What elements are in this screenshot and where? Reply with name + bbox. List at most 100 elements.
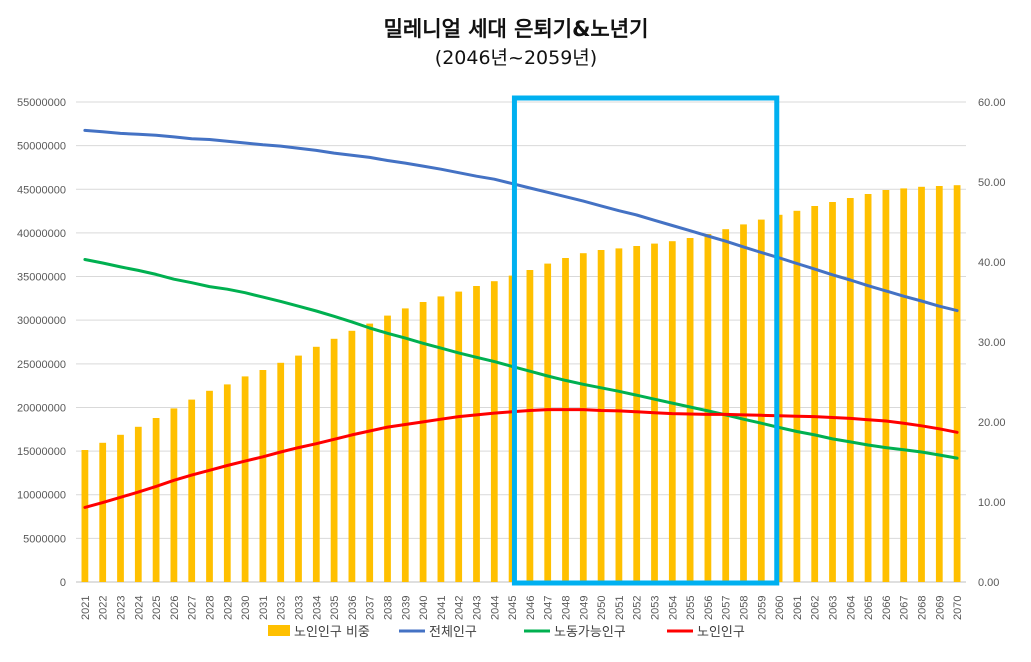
y-left-tick-label: 30000000	[17, 315, 66, 327]
y-right-tick-label: 30.00	[978, 337, 1006, 349]
legend-label: 노인인구 비중	[294, 625, 370, 640]
bar-series	[81, 185, 961, 583]
bar	[882, 190, 890, 582]
bar	[188, 399, 196, 582]
bar	[562, 258, 569, 582]
x-tick-label: 2065	[863, 596, 875, 620]
bar	[579, 253, 587, 582]
x-tick-label: 2049	[578, 596, 590, 620]
bar	[597, 250, 605, 582]
bar	[117, 434, 124, 582]
series-line	[83, 128, 959, 313]
bar	[633, 246, 641, 582]
x-tick-label: 2030	[240, 596, 252, 620]
x-tick-label: 2064	[845, 596, 857, 620]
x-tick-label: 2067	[899, 596, 911, 620]
bar	[686, 238, 694, 582]
bar	[348, 330, 356, 582]
x-tick-label: 2057	[721, 596, 733, 620]
bar	[241, 376, 249, 582]
bar	[152, 418, 160, 582]
x-tick-label: 2032	[276, 596, 288, 620]
bar	[740, 224, 747, 582]
x-tick-label: 2050	[596, 596, 608, 620]
bar	[81, 450, 89, 582]
x-tick-label: 2024	[133, 596, 145, 620]
legend: 노인인구 비중 전체인구 노동가능인구 노인인구	[268, 625, 745, 640]
chart-title: 밀레니얼 세대 은퇴기&노년기	[384, 17, 649, 41]
x-tick-label: 2025	[151, 596, 163, 620]
y-left-tick-label: 25000000	[17, 359, 66, 371]
x-tick-label: 2037	[365, 596, 377, 620]
x-tick-label: 2069	[934, 596, 946, 620]
y-left-tick-label: 5000000	[23, 533, 66, 545]
bar	[935, 186, 943, 582]
bar	[366, 323, 374, 582]
bar	[722, 229, 730, 582]
x-tick-label: 2051	[614, 596, 626, 620]
bar	[295, 355, 302, 582]
bar	[384, 315, 391, 582]
x-tick-label: 2022	[98, 596, 110, 620]
x-tick-label: 2046	[525, 596, 537, 620]
bar	[473, 286, 480, 582]
x-tick-label: 2068	[917, 596, 929, 620]
x-tick-label: 2044	[489, 596, 501, 620]
series-line	[83, 258, 959, 460]
x-tick-label: 2066	[881, 596, 893, 620]
x-tick-label: 2053	[650, 596, 662, 620]
x-tick-label: 2048	[561, 596, 573, 620]
x-tick-label: 2028	[205, 596, 217, 620]
bar	[206, 390, 213, 582]
bar	[223, 384, 231, 582]
legend-label: 전체인구	[429, 625, 477, 640]
bar	[277, 362, 285, 582]
y-left-tick-label: 40000000	[17, 228, 66, 240]
y-right-tick-label: 10.00	[978, 497, 1006, 509]
x-tick-label: 2056	[703, 596, 715, 620]
bar	[953, 185, 961, 582]
bar	[615, 248, 623, 582]
y-right-tick-label: 0.00	[978, 577, 999, 589]
x-tick-label: 2052	[632, 596, 644, 620]
x-tick-label: 2045	[507, 596, 519, 620]
series-line	[83, 408, 959, 509]
bar	[259, 370, 267, 582]
legend-label: 노동가능인구	[554, 625, 626, 640]
bar	[99, 442, 107, 582]
highlight-box	[511, 95, 780, 586]
x-tick-label: 2021	[80, 596, 92, 620]
x-tick-label: 2063	[828, 596, 840, 620]
y-left-tick-label: 15000000	[17, 446, 66, 458]
x-tick-label: 2043	[472, 596, 484, 620]
chart-subtitle: (2046년~2059년)	[435, 47, 597, 69]
x-tick-label: 2060	[774, 596, 786, 620]
x-tick-label: 2041	[436, 596, 448, 620]
bar	[419, 302, 427, 582]
bar	[668, 241, 676, 582]
y-left-tick-label: 45000000	[17, 184, 66, 196]
x-tick-label: 2029	[222, 596, 234, 620]
y-left-tick-label: 0	[60, 577, 66, 589]
line-series	[83, 128, 959, 509]
x-tick-label: 2035	[329, 596, 341, 620]
x-tick-label: 2031	[258, 596, 270, 620]
x-tick-label: 2036	[347, 596, 359, 620]
y-left-tick-label: 35000000	[17, 272, 66, 284]
y-left-tick-label: 50000000	[17, 141, 66, 153]
x-tick-label: 2023	[116, 596, 128, 620]
bar	[918, 186, 925, 583]
x-tick-label: 2038	[383, 596, 395, 620]
legend-label: 노인인구	[697, 625, 745, 640]
x-tick-label: 2034	[311, 596, 323, 620]
x-tick-label: 2026	[169, 596, 181, 620]
x-tick-label: 2070	[952, 596, 964, 620]
bar	[526, 270, 534, 582]
x-tick-label: 2047	[543, 596, 555, 620]
y-right-tick-label: 50.00	[978, 177, 1006, 189]
bar	[455, 291, 463, 582]
bar	[330, 338, 338, 582]
x-tick-label: 2054	[667, 596, 679, 620]
axes: 0 5000000 10000000 15000000 20000000 25000000…	[17, 97, 1005, 620]
